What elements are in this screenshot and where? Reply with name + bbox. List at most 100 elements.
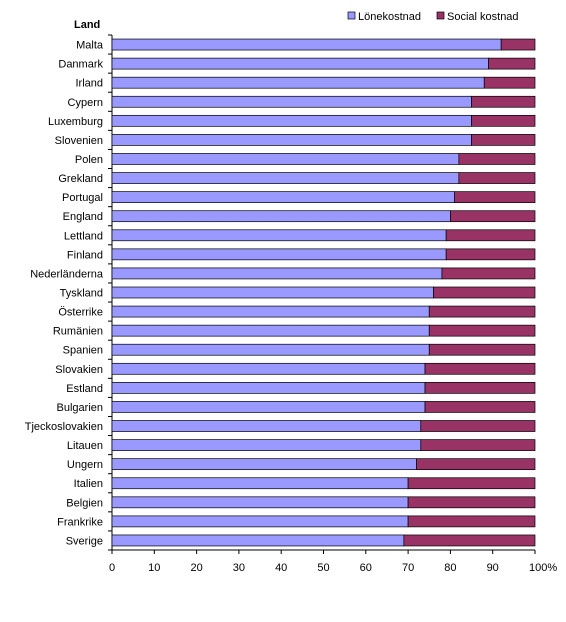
x-tick-label: 80: [444, 562, 456, 574]
x-tick-label: 40: [275, 562, 287, 574]
bar-belgien-lonekostnad: [111, 496, 409, 509]
category-label-bulgarien: Bulgarien: [57, 402, 103, 414]
category-label-portugal: Portugal: [62, 192, 103, 204]
x-axis-ticks: 0 10 20 30 40 50 60 70 80 90 100%: [109, 550, 557, 574]
bar-polen-social-kostnad: [458, 153, 536, 165]
category-header: Land: [74, 19, 100, 31]
category-label-tyskland: Tyskland: [60, 288, 103, 300]
bar-danmark-lonekostnad: [111, 57, 489, 70]
bar-frankrike-lonekostnad: [111, 515, 409, 528]
category-label-tjeckoslovakien: Tjeckoslovakien: [25, 421, 103, 433]
bar-litauen-lonekostnad: [111, 439, 422, 451]
bar-ungern-social-kostnad: [416, 458, 536, 471]
bars: [111, 38, 536, 547]
bar-portugal-social-kostnad: [454, 191, 536, 203]
bar-polen-lonekostnad: [111, 153, 460, 165]
bar-estland-lonekostnad: [111, 382, 426, 394]
x-tick-label: 60: [360, 562, 372, 574]
legend: Lönekostnad Social kostnad: [347, 11, 519, 23]
category-label-lettland: Lettland: [64, 230, 103, 242]
bar-luxemburg-lonekostnad: [111, 114, 472, 127]
bar-frankrike-social-kostnad: [407, 515, 536, 528]
category-label-frankrike: Frankrike: [57, 516, 103, 528]
x-tick-label: 20: [190, 562, 202, 574]
legend-label-lonekostnad: Lönekostnad: [358, 11, 421, 23]
category-label-slovenien: Slovenien: [55, 135, 103, 147]
x-tick-label: 70: [402, 562, 414, 574]
bar-spanien-lonekostnad: [111, 343, 430, 356]
category-label-nederlanderna: Nederländerna: [30, 268, 104, 280]
bar-tyskland-social-kostnad: [433, 286, 536, 299]
bar-rumanien-social-kostnad: [428, 324, 536, 337]
category-label-cypern: Cypern: [68, 97, 103, 109]
bar-belgien-social-kostnad: [407, 496, 536, 509]
category-label-italien: Italien: [74, 478, 103, 490]
bar-italien-social-kostnad: [407, 477, 536, 490]
x-tick-label: 100%: [529, 562, 557, 574]
bar-finland-lonekostnad: [111, 248, 447, 261]
category-labels: Malta Danmark Irland Cypern Luxemburg Sloveni…: [25, 40, 104, 548]
bar-italien-lonekostnad: [111, 477, 409, 490]
bar-luxemburg-social-kostnad: [471, 114, 536, 127]
x-tick-label: 90: [487, 562, 499, 574]
bar-nederlanderna-lonekostnad: [111, 267, 443, 280]
bar-nederlanderna-social-kostnad: [441, 267, 536, 280]
bar-grekland-lonekostnad: [111, 172, 460, 184]
category-label-grekland: Grekland: [58, 173, 103, 185]
category-label-slovakien: Slovakien: [55, 364, 103, 376]
category-label-finland: Finland: [67, 249, 103, 261]
bar-sverige-social-kostnad: [403, 534, 536, 547]
bar-irland-lonekostnad: [111, 76, 485, 89]
bar-lettland-lonekostnad: [111, 229, 447, 242]
x-tick-label: 30: [233, 562, 245, 574]
category-label-danmark: Danmark: [58, 59, 103, 71]
bar-rumanien-lonekostnad: [111, 324, 430, 337]
category-label-polen: Polen: [75, 154, 103, 166]
x-tick-label: 10: [148, 562, 160, 574]
category-label-osterrike: Österrike: [58, 307, 103, 319]
bar-grekland-social-kostnad: [458, 172, 536, 184]
bar-irland-social-kostnad: [483, 76, 536, 89]
bar-bulgarien-lonekostnad: [111, 401, 426, 413]
bar-finland-social-kostnad: [445, 248, 536, 261]
bar-osterrike-social-kostnad: [428, 305, 536, 318]
bar-slovakien-social-kostnad: [424, 362, 536, 375]
bar-ungern-lonekostnad: [111, 458, 417, 471]
legend-swatch-social-kostnad: [436, 11, 445, 20]
category-label-litauen: Litauen: [67, 440, 103, 452]
x-tick-label: 0: [109, 562, 115, 574]
bar-england-lonekostnad: [111, 210, 451, 223]
category-label-ungern: Ungern: [67, 459, 103, 471]
bar-sverige-lonekostnad: [111, 534, 405, 547]
bar-cypern-social-kostnad: [471, 95, 536, 108]
legend-swatch-lonekostnad: [347, 11, 356, 20]
legend-label-social-kostnad: Social kostnad: [447, 11, 519, 23]
bar-osterrike-lonekostnad: [111, 305, 430, 318]
category-label-luxemburg: Luxemburg: [48, 116, 103, 128]
bar-danmark-social-kostnad: [488, 57, 536, 70]
category-label-estland: Estland: [66, 383, 103, 395]
category-label-england: England: [63, 211, 103, 223]
category-label-spanien: Spanien: [63, 345, 103, 357]
bar-bulgarien-social-kostnad: [424, 401, 536, 413]
category-label-belgien: Belgien: [66, 497, 103, 509]
bar-litauen-social-kostnad: [420, 439, 536, 451]
bar-estland-social-kostnad: [424, 382, 536, 394]
bar-malta-social-kostnad: [500, 38, 536, 51]
bar-cypern-lonekostnad: [111, 95, 472, 108]
category-label-irland: Irland: [75, 78, 103, 90]
bar-england-social-kostnad: [450, 210, 536, 223]
bar-slovenien-social-kostnad: [471, 134, 536, 146]
bar-malta-lonekostnad: [111, 38, 502, 51]
bar-slovakien-lonekostnad: [111, 362, 426, 375]
bar-lettland-social-kostnad: [445, 229, 536, 242]
bar-tjeckoslovakien-social-kostnad: [420, 420, 536, 432]
category-label-malta: Malta: [76, 40, 104, 52]
bar-portugal-lonekostnad: [111, 191, 455, 203]
bar-slovenien-lonekostnad: [111, 134, 472, 146]
x-tick-label: 50: [317, 562, 329, 574]
category-label-sverige: Sverige: [66, 535, 103, 547]
bar-tjeckoslovakien-lonekostnad: [111, 420, 422, 432]
bar-spanien-social-kostnad: [428, 343, 536, 356]
